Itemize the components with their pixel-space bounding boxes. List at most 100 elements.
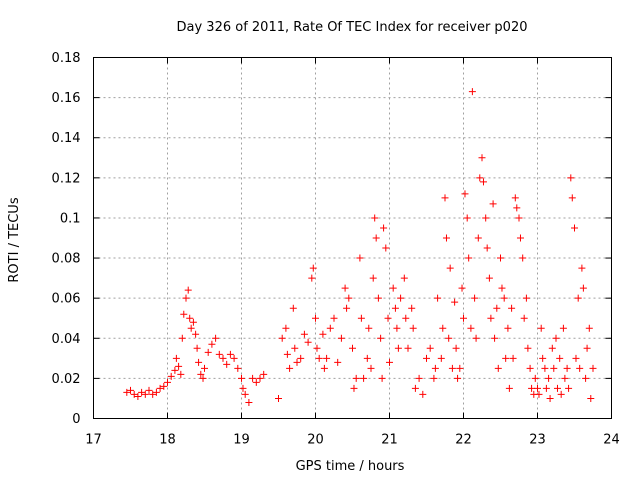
- x-axis-label: GPS time / hours: [296, 459, 405, 474]
- data-point: [239, 384, 247, 392]
- data-point: [557, 390, 565, 398]
- data-point: [397, 294, 405, 302]
- data-point: [451, 298, 459, 306]
- data-point: [309, 264, 317, 272]
- x-tick-label: 20: [307, 433, 324, 448]
- data-point: [485, 274, 493, 282]
- data-point: [548, 344, 556, 352]
- data-point: [452, 344, 460, 352]
- data-point: [343, 304, 351, 312]
- data-point: [182, 294, 190, 302]
- data-point: [382, 244, 390, 252]
- data-point: [509, 354, 517, 362]
- data-point: [186, 314, 194, 322]
- data-point: [138, 388, 146, 396]
- data-point: [563, 364, 571, 372]
- data-point: [208, 340, 216, 348]
- data-point: [291, 344, 299, 352]
- x-tick-label: 23: [529, 433, 546, 448]
- data-point: [458, 284, 466, 292]
- data-point: [172, 354, 180, 362]
- data-point: [149, 390, 157, 398]
- data-point: [278, 334, 286, 342]
- data-point: [431, 364, 439, 372]
- data-point: [513, 204, 521, 212]
- data-point: [504, 324, 512, 332]
- data-point: [522, 294, 530, 302]
- y-tick-label: 0.08: [52, 252, 81, 267]
- data-point: [234, 364, 242, 372]
- data-point: [585, 324, 593, 332]
- data-point: [223, 360, 231, 368]
- data-point: [389, 284, 397, 292]
- data-point: [454, 374, 462, 382]
- data-point: [371, 214, 379, 222]
- data-point: [160, 382, 168, 390]
- data-point: [312, 314, 319, 322]
- data-point: [164, 378, 171, 386]
- data-point: [177, 370, 185, 378]
- data-point: [171, 366, 179, 374]
- data-point: [439, 324, 447, 332]
- data-point: [505, 384, 513, 392]
- data-point: [589, 364, 597, 372]
- chart-title: Day 326 of 2011, Rate Of TEC Index for r…: [177, 20, 528, 35]
- data-point: [550, 364, 558, 372]
- data-point: [304, 338, 312, 346]
- data-point: [199, 374, 207, 382]
- data-point: [402, 314, 410, 322]
- data-point: [197, 370, 205, 378]
- data-point: [369, 274, 377, 282]
- data-point: [380, 224, 388, 232]
- data-point: [256, 374, 264, 382]
- data-point: [559, 324, 567, 332]
- data-point: [400, 274, 408, 282]
- data-point: [230, 354, 238, 362]
- data-point: [467, 324, 475, 332]
- data-point: [145, 386, 153, 394]
- data-point: [561, 374, 569, 382]
- data-point: [300, 330, 308, 338]
- data-point: [487, 314, 495, 322]
- data-point: [308, 274, 316, 282]
- data-point: [474, 234, 482, 242]
- data-point: [319, 330, 327, 338]
- data-point: [367, 364, 375, 372]
- data-point: [537, 324, 545, 332]
- data-point: [386, 358, 393, 366]
- data-point: [320, 364, 328, 372]
- data-point: [515, 214, 523, 222]
- y-tick-label: 0.18: [52, 51, 81, 66]
- data-point: [184, 286, 192, 294]
- data-point: [408, 304, 416, 312]
- data-point: [519, 254, 527, 262]
- data-point: [409, 324, 417, 332]
- x-tick-label: 24: [603, 433, 620, 448]
- data-point: [483, 244, 491, 252]
- data-point: [482, 214, 490, 222]
- data-point: [497, 254, 504, 262]
- plot-frame: [93, 57, 612, 419]
- x-tick-label: 22: [455, 433, 472, 448]
- data-point: [226, 350, 234, 358]
- data-point: [552, 334, 560, 342]
- data-point: [289, 304, 297, 312]
- data-point: [582, 374, 590, 382]
- data-point: [472, 334, 480, 342]
- data-point: [546, 394, 554, 402]
- data-point: [192, 330, 200, 338]
- data-point: [393, 324, 401, 332]
- data-point: [350, 384, 358, 392]
- data-point: [574, 294, 582, 302]
- data-points: [123, 88, 597, 406]
- data-point: [286, 364, 294, 372]
- data-point: [446, 264, 454, 272]
- data-point: [238, 374, 245, 382]
- y-tick-label: 0.12: [52, 171, 81, 186]
- data-point: [579, 284, 587, 292]
- data-point: [511, 194, 519, 202]
- data-point: [297, 354, 305, 362]
- y-tick-label: 0.02: [52, 372, 81, 387]
- x-tick-label: 18: [159, 433, 176, 448]
- x-tick-label: 19: [233, 433, 250, 448]
